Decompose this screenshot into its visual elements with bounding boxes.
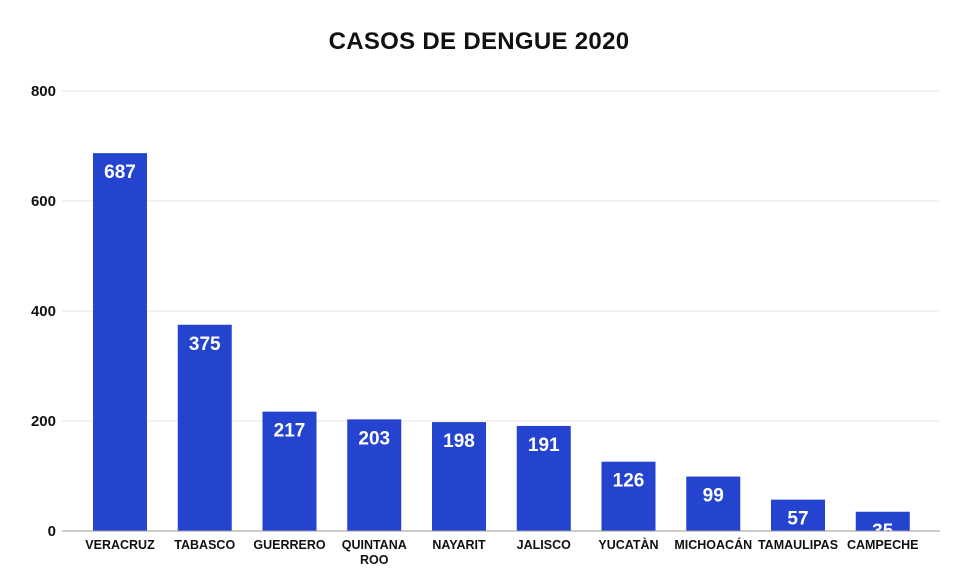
y-tick-label: 400: [31, 303, 56, 320]
x-tick-label: CAMPECHE: [847, 538, 919, 552]
bar-value-label: 375: [189, 334, 221, 355]
bar-value-label: 191: [528, 435, 560, 456]
x-tick-label: MICHOACÁN: [674, 537, 752, 552]
x-tick-label: TAMAULIPAS: [758, 538, 838, 552]
x-tick-label: VERACRUZ: [85, 538, 155, 552]
y-tick-label: 0: [48, 523, 56, 540]
y-tick-label: 800: [31, 83, 56, 100]
bar: [262, 411, 317, 531]
y-tick-label: 600: [31, 193, 56, 210]
bar-value-label: 217: [274, 421, 306, 442]
y-axis-ticks: 0 200 400 600 800: [31, 83, 56, 540]
x-tick-label: TABASCO: [174, 538, 235, 552]
bar-value-label: 99: [703, 486, 724, 507]
bars: [93, 153, 910, 531]
x-tick-label: NAYARIT: [432, 538, 486, 552]
bar-value-label: 126: [613, 471, 645, 492]
bar: [93, 153, 147, 531]
x-tick-label: GUERRERO: [253, 538, 326, 552]
bar: [516, 425, 571, 531]
bar: [601, 461, 656, 531]
x-axis-ticks: VERACRUZ TABASCO GUERRERO QUINTANA ROO NAYARI…: [85, 537, 918, 567]
y-tick-label: 200: [31, 413, 56, 430]
bar: [177, 324, 232, 531]
bar-value-label: 203: [358, 428, 390, 449]
bar: [771, 499, 825, 531]
bar-value-label: 687: [104, 162, 136, 183]
x-tick-label: QUINTANA ROO: [342, 538, 407, 567]
chart-title: CASOS DE DENGUE 2020: [328, 28, 630, 55]
bar-value-label: 57: [787, 509, 808, 530]
bar: [686, 476, 741, 531]
x-tick-label: JALISCO: [517, 538, 571, 552]
bar: [432, 422, 486, 531]
x-tick-label: YUCATÀN: [598, 537, 658, 552]
bar-value-label: 198: [443, 431, 475, 452]
bar: [347, 419, 402, 531]
bar: [855, 511, 910, 531]
